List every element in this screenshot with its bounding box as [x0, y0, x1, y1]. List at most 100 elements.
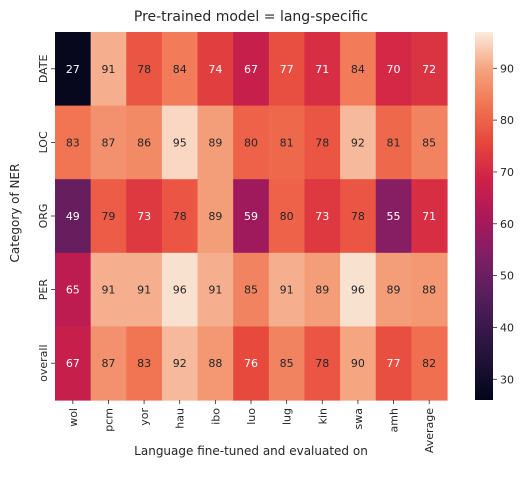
heatmap-cell [161, 32, 199, 107]
heatmap-cell [340, 179, 377, 254]
cell-value-label: 74 [208, 63, 222, 76]
heatmap-cell [268, 179, 306, 254]
chart-title: Pre-trained model = lang-specific [134, 9, 368, 25]
cell-value-label: 90 [351, 357, 365, 370]
heatmap-cell [233, 179, 270, 254]
x-tick-label: yor [138, 408, 151, 426]
colorbar-tick-label: 70 [500, 166, 514, 179]
x-tick-label: wol [67, 408, 80, 427]
cell-value-label: 71 [315, 63, 329, 76]
heatmap-cell [90, 32, 127, 107]
cell-value-label: 84 [351, 63, 365, 76]
cell-value-label: 77 [280, 63, 294, 76]
heatmap-cell [340, 32, 377, 107]
heatmap-cell [197, 179, 234, 254]
cell-value-label: 73 [315, 210, 329, 223]
cell-value-label: 86 [137, 136, 151, 149]
colorbar-tick-label: 40 [500, 321, 514, 334]
heatmap-cell [197, 32, 234, 107]
heatmap-cell [375, 32, 412, 107]
heatmap-cell [233, 326, 270, 401]
cell-value-label: 89 [387, 284, 401, 297]
cell-value-label: 85 [422, 136, 436, 149]
heatmap-cell [90, 179, 127, 254]
x-tick-label: kin [316, 408, 329, 424]
x-axis-label: Language fine-tuned and evaluated on [134, 444, 368, 458]
y-axis-label: Category of NER [8, 164, 22, 263]
cell-value-label: 72 [422, 63, 436, 76]
cell-value-label: 92 [351, 136, 365, 149]
heatmap-cell [375, 179, 412, 254]
cell-value-label: 70 [387, 63, 401, 76]
heatmap-cell [304, 252, 341, 327]
cell-value-label: 78 [137, 63, 151, 76]
heatmap-cell [197, 252, 234, 327]
heatmap-cell [161, 179, 199, 254]
heatmap-cell [411, 179, 448, 254]
cell-value-label: 83 [66, 136, 80, 149]
cell-value-label: 91 [101, 284, 115, 297]
y-axis-ticks: DATE LOC ORG PER overall [37, 54, 55, 382]
heatmap-cell [233, 105, 270, 180]
cell-value-label: 95 [173, 136, 187, 149]
heatmap-cell [411, 252, 448, 327]
colorbar: 30 40 50 60 70 80 90 [475, 32, 514, 400]
cell-value-label: 92 [173, 357, 187, 370]
heatmap-cell [411, 105, 448, 180]
heatmap-cell [268, 32, 306, 107]
x-axis-ticks: wol pcm yor hau ibo luo lug kin swa amh Average [67, 400, 436, 453]
cell-value-label: 78 [173, 210, 187, 223]
heatmap-cell [340, 252, 377, 327]
heatmap-cell [304, 179, 341, 254]
heatmap-cell [304, 326, 341, 401]
cell-value-label: 55 [387, 210, 401, 223]
heatmap-cell [411, 32, 448, 107]
x-tick-label: amh [388, 408, 401, 432]
heatmap-cell [161, 105, 199, 180]
cell-value-label: 87 [101, 357, 115, 370]
x-tick-label: ibo [209, 408, 222, 425]
y-tick-label: ORG [37, 204, 50, 229]
heatmap-cell [411, 326, 448, 401]
heatmap-cells: 27 91 78 84 74 67 77 71 84 70 72 83 87 86 95 89 80 81 78 92… [55, 32, 448, 401]
colorbar-gradient [475, 32, 493, 400]
heatmap-cell [304, 32, 341, 107]
cell-value-label: 88 [208, 357, 222, 370]
heatmap-cell [90, 326, 127, 401]
heatmap-cell [304, 105, 341, 180]
x-tick-label: Average [423, 408, 436, 453]
cell-value-label: 91 [137, 284, 151, 297]
colorbar-tick-label: 90 [500, 62, 514, 75]
colorbar-tick-label: 30 [500, 373, 514, 386]
cell-value-label: 67 [66, 357, 80, 370]
cell-value-label: 87 [101, 136, 115, 149]
cell-value-label: 59 [244, 210, 258, 223]
y-tick-label: LOC [37, 131, 50, 153]
heatmap-cell [126, 252, 163, 327]
heatmap-cell [126, 105, 163, 180]
cell-value-label: 73 [137, 210, 151, 223]
heatmap-cell [375, 252, 412, 327]
cell-value-label: 81 [280, 136, 294, 149]
heatmap-cell [161, 252, 199, 327]
cell-value-label: 91 [208, 284, 222, 297]
colorbar-tick-label: 50 [500, 270, 514, 283]
y-tick-label: overall [37, 345, 50, 382]
cell-value-label: 88 [422, 284, 436, 297]
cell-value-label: 78 [351, 210, 365, 223]
cell-value-label: 77 [387, 357, 401, 370]
cell-value-label: 89 [315, 284, 329, 297]
heatmap-cell [55, 32, 92, 107]
cell-value-label: 67 [244, 63, 258, 76]
heatmap-cell [375, 105, 412, 180]
heatmap-cell [268, 105, 306, 180]
heatmap-cell [197, 326, 234, 401]
heatmap-cell [340, 105, 377, 180]
cell-value-label: 82 [422, 357, 436, 370]
x-tick-label: pcm [102, 408, 115, 432]
heatmap-cell [55, 179, 92, 254]
cell-value-label: 65 [66, 284, 80, 297]
cell-value-label: 80 [280, 210, 294, 223]
cell-value-label: 96 [351, 284, 365, 297]
